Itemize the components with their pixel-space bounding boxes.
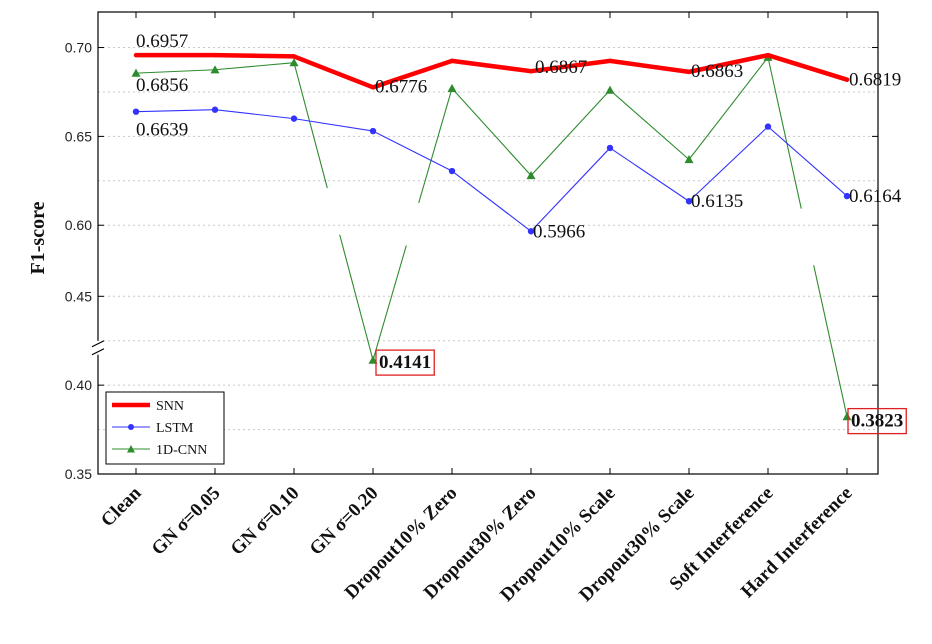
marker-1d-cnn: [684, 154, 694, 164]
data-label-snn: 0.6957: [136, 31, 188, 52]
series-line-lstm: [688, 126, 769, 202]
y-tick-label: 0.35: [65, 466, 92, 482]
marker-lstm: [448, 167, 456, 175]
data-label-snn: 0.6776: [375, 76, 427, 97]
legend-label-snn: SNN: [156, 399, 184, 414]
series-line-lstm: [372, 130, 453, 172]
data-label-snn: 0.6863: [691, 61, 743, 82]
y-tick-label: 0.70: [65, 40, 92, 56]
series-line-lstm: [293, 118, 374, 132]
data-label-1d-cnn: 0.6856: [136, 75, 188, 96]
series-line-1d-cnn: [609, 89, 690, 161]
axis-break-gap: [93, 340, 103, 355]
legend: SNN LSTM 1D-CNN: [105, 391, 225, 465]
x-category-label: GN σ=0.20: [306, 483, 383, 560]
marker-lstm: [685, 198, 693, 205]
marker-1d-cnn: [289, 58, 299, 67]
x-category-label: Clean: [97, 482, 146, 531]
series-line-1d-cnn: [451, 87, 532, 177]
series-line-1d-cnn: [135, 69, 216, 74]
legend-marker: [128, 424, 134, 430]
series-line-1d-cnn: [372, 87, 453, 361]
series-line-snn: [212, 52, 297, 59]
y-tick-label: 0.65: [65, 128, 92, 144]
marker-1d-cnn: [842, 412, 852, 421]
series-line-lstm: [451, 170, 532, 232]
data-label-lstm: 0.6639: [136, 120, 188, 141]
marker-lstm: [527, 228, 535, 235]
y-tick-label: 0.60: [65, 217, 92, 233]
series-line-snn: [765, 52, 850, 82]
x-category-label: GN σ=0.10: [227, 483, 304, 560]
series-line-lstm: [767, 126, 848, 197]
data-label-lstm: 0.5966: [533, 221, 585, 242]
plot-frame: [97, 11, 879, 475]
marker-lstm: [290, 115, 298, 122]
series-line-lstm: [609, 147, 690, 202]
series-line-1d-cnn: [688, 56, 769, 161]
data-label-lstm: 0.6164: [849, 186, 902, 207]
series-line-snn: [291, 54, 376, 90]
data-label-1d-cnn: 0.4141: [379, 352, 431, 373]
series-line-1d-cnn: [214, 62, 295, 71]
data-label-snn: 0.6819: [849, 70, 901, 91]
series-line-1d-cnn: [293, 62, 374, 361]
y-axis-title: F1-score: [27, 201, 49, 274]
grid-lines: [98, 47, 878, 431]
marker-1d-cnn: [368, 355, 378, 364]
marker-lstm: [764, 123, 772, 130]
series-line-snn: [449, 58, 534, 74]
series-line-snn: [370, 58, 455, 90]
legend-marker: [127, 445, 135, 453]
y-tick-label: 0.45: [65, 288, 92, 304]
series-line-lstm: [135, 109, 216, 113]
data-label-1d-cnn: 0.3823: [851, 411, 903, 432]
highlight-box: [847, 407, 907, 435]
marker-lstm: [369, 127, 377, 135]
legend-label-1d-cnn: 1D-CNN: [156, 443, 207, 458]
highlight-box: [375, 349, 435, 376]
marker-1d-cnn: [605, 85, 615, 94]
axis-break-mark: [91, 348, 105, 356]
marker-lstm: [606, 144, 614, 152]
marker-1d-cnn: [210, 65, 220, 74]
data-labels: 0.6957 0.6856 0.6639 0.6776 0.4141 0.6867 0.59…: [136, 31, 907, 435]
series-line-1d-cnn: [767, 56, 848, 418]
marker-1d-cnn: [131, 68, 141, 77]
series-line-snn: [607, 58, 692, 75]
series-group: [131, 52, 852, 421]
legend-label-lstm: LSTM: [156, 421, 194, 436]
marker-lstm: [843, 192, 851, 200]
series-line-lstm: [214, 109, 295, 120]
marker-1d-cnn: [526, 170, 536, 180]
marker-lstm: [211, 106, 219, 113]
x-category-label: GN σ=0.05: [148, 483, 225, 560]
marker-lstm: [132, 108, 140, 115]
marker-1d-cnn: [447, 83, 457, 93]
data-label-lstm: 0.6135: [691, 191, 743, 212]
series-line-snn: [686, 52, 771, 75]
data-label-snn: 0.6867: [535, 57, 587, 78]
y-tick-label: 0.40: [65, 377, 92, 393]
axis-break-mark: [91, 340, 105, 348]
series-line-snn: [528, 58, 613, 74]
series-line-lstm: [530, 147, 611, 232]
series-line-1d-cnn: [530, 89, 611, 177]
